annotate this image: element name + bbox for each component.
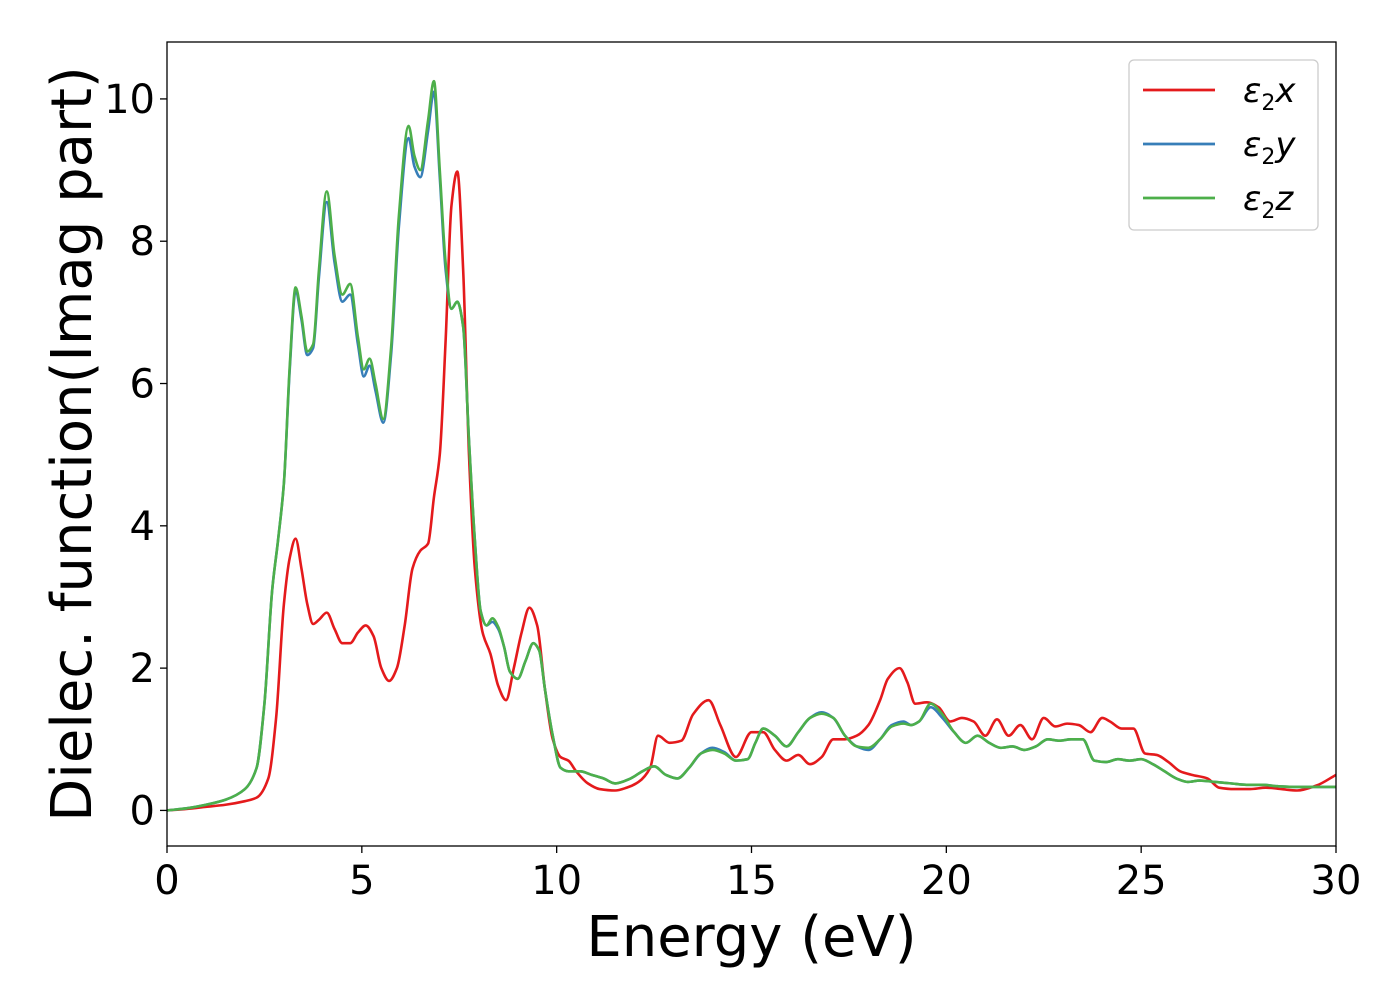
y-tick-label: 8: [130, 219, 155, 265]
y-tick-label: 4: [130, 504, 155, 550]
series-line-x: [167, 170, 1336, 812]
x-tick-label: 5: [349, 858, 374, 904]
series-line-z: [167, 79, 1336, 812]
x-tick-label: 10: [531, 858, 582, 904]
y-axis-title: Dielec. function(Imag part): [40, 66, 105, 822]
x-tick-label: 25: [1116, 858, 1167, 904]
x-tick-label: 0: [154, 858, 179, 904]
y-tick-label: 2: [130, 646, 155, 692]
y-tick-label: 10: [104, 77, 155, 123]
legend: ε2x ε2y ε2z: [1128, 59, 1319, 231]
x-tick-label: 30: [1311, 858, 1362, 904]
legend-box: [1128, 59, 1319, 231]
series-layer: [167, 79, 1336, 812]
x-tick-label: 15: [726, 858, 777, 904]
y-tick-label: 0: [130, 788, 155, 834]
x-axis-title: Energy (eV): [586, 905, 916, 970]
legend-label-z: ε2z: [1243, 179, 1294, 224]
legend-label-x: ε2x: [1243, 71, 1296, 116]
legend-label-y: ε2y: [1243, 125, 1296, 170]
ticks-layer: 0 5 10 15 20 25 30 0 2 4 6 8 10: [104, 77, 1361, 904]
y-tick-label: 6: [130, 362, 155, 408]
x-tick-label: 20: [921, 858, 972, 904]
